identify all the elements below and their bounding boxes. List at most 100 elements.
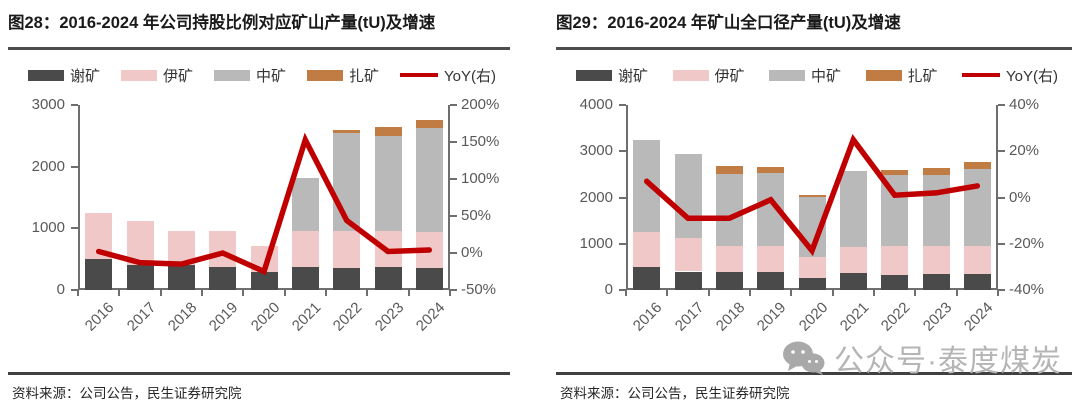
bar-segment [922,274,950,290]
x-axis-label-text: 2021 [836,299,873,335]
right-axis-label: -40% [1009,281,1045,298]
left-axis-label: 2000 [579,188,613,206]
right-axis-tick [450,252,457,254]
legend-label: YoY(右) [444,67,496,85]
bar-segment [209,231,237,267]
wechat-icon [783,341,825,375]
legend-item: 扎矿 [865,65,938,86]
x-axis-tick [325,290,327,296]
chart-panel-28: 图28：2016-2024 年公司持股比例对应矿山产量(tU)及增速 谢矿 伊矿 中… [8,0,510,404]
bar-segment [715,246,743,273]
x-axis-tick [118,290,121,296]
left-axis-label: 1000 [579,234,613,252]
legend-line-icon [962,72,1000,78]
right-axis-label: 100% [461,170,500,187]
chart-legend: 谢矿 伊矿 中矿 扎矿 YoY(右) [8,65,510,85]
right-axis-tick [998,289,1005,291]
legend-swatch-icon [28,69,64,81]
x-axis-tick [666,290,669,296]
right-axis-tick [450,141,457,143]
figure-title: 图29：2016-2024 年矿山全口径产量(tU)及增速 [556,0,1072,50]
x-axis-label-text: 2022 [330,299,366,335]
legend-swatch-icon [214,69,250,81]
bar-segment [674,153,702,238]
bar-segment [250,271,278,290]
x-axis-label-text: 2018 [712,299,749,335]
x-axis-label-text: 2023 [919,299,956,335]
x-axis-label-text: 2024 [960,299,997,335]
x-axis-tick [625,290,627,296]
left-axis-tick [619,289,626,291]
left-axis-tick [71,165,78,168]
x-axis-label-text: 2022 [878,299,914,335]
bar-segment [674,237,702,272]
bar-segment [715,166,743,174]
right-axis-label: 40% [1009,96,1040,113]
left-axis-tick [619,104,626,106]
bar-segment [415,128,443,232]
legend-label: YoY(右) [1006,67,1058,85]
bar-segment [963,161,991,170]
x-axis-label-text: 2023 [371,299,408,335]
legend-item-yoy: YoY(右) [400,65,496,86]
right-axis-label: -50% [461,281,497,298]
right-axis-tick [450,289,457,291]
bar-segment [374,127,402,136]
right-axis-label: 0% [461,244,483,261]
watermark-text: 公众号·泰度煤炭 [834,345,1062,378]
legend-line-icon [400,72,438,78]
x-axis-tick [749,290,751,296]
x-axis-tick [707,290,710,296]
figure-title: 图28：2016-2024 年公司持股比例对应矿山产量(tU)及增速 [8,0,510,50]
right-axis-label: 50% [461,207,492,224]
x-axis-tick [873,290,875,296]
x-axis-tick [449,290,451,296]
right-axis-tick [998,242,1005,245]
bar-segment [757,272,785,290]
chart-panel-29: 图29：2016-2024 年矿山全口径产量(tU)及增速 谢矿 伊矿 中矿 扎矿 Yo… [556,0,1072,404]
x-axis-label-text: 2017 [671,299,708,335]
right-axis-label: 0% [1009,188,1031,206]
left-axis-tick [71,104,78,106]
bar-segment [798,277,826,290]
x-axis-tick [242,290,245,296]
left-axis-tick [71,289,78,291]
left-axis-label: 3000 [31,96,65,113]
x-axis-tick [77,290,79,296]
left-axis-label: 2000 [31,157,65,175]
right-axis-tick [998,104,1005,106]
watermark: 公众号·泰度煤炭 [782,336,1062,380]
bar-segment [922,246,950,275]
right-axis-tick [450,178,457,180]
bar-segment [963,245,991,274]
source-note: 资料来源：公司公告，民生证券研究院 [8,372,510,404]
legend-item: 扎矿 [307,65,379,86]
bar-segment [374,266,402,290]
right-axis-label: 200% [461,96,500,113]
legend-item: 中矿 [214,65,286,86]
legend-label: 伊矿 [714,67,745,85]
chart-legend: 谢矿 伊矿 中矿 扎矿 YoY(右) [556,65,1072,85]
bar-segment [415,268,443,290]
source-note: 资料来源：公司公告，民生证券研究院 [556,372,1072,404]
legend-label: 中矿 [811,67,842,85]
x-axis-label-text: 2020 [795,299,832,335]
right-axis-label: -20% [1009,234,1045,252]
legend-item: 伊矿 [121,65,193,86]
x-axis-tick [201,290,203,296]
bar-segment [715,173,743,247]
left-axis-label: 4000 [579,96,613,113]
left-axis-tick [619,150,626,153]
bar-segment [839,273,867,290]
x-axis-label-text: 2021 [288,299,325,335]
yoy-line [643,134,981,257]
yoy-line [95,132,433,276]
x-axis-label-text: 2019 [206,299,242,335]
x-axis-label-text: 2019 [754,299,790,335]
legend-item: 谢矿 [28,65,100,86]
bar-segment [798,256,826,278]
legend-swatch-icon [865,69,902,81]
left-axis-label: 0 [604,281,613,298]
x-axis-tick [955,290,958,296]
bar-segment [881,169,909,175]
